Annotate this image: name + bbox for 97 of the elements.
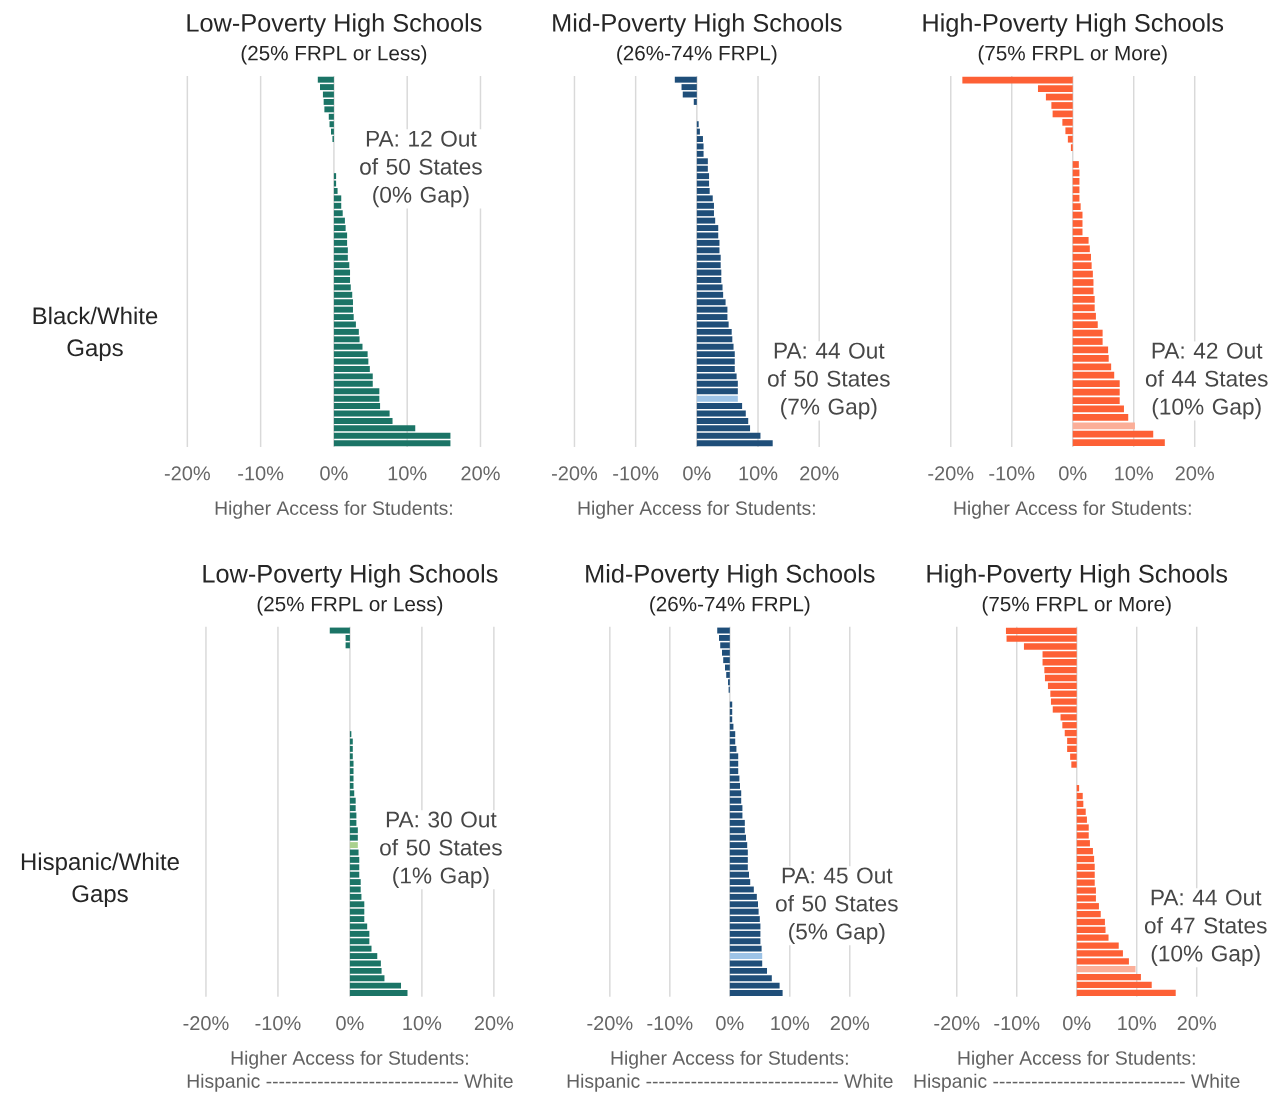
bar xyxy=(1044,674,1077,682)
bar xyxy=(1076,989,1176,996)
x-tick-label: 20% xyxy=(1177,1016,1216,1031)
chart-subtitle: (26%-74% FRPL) xyxy=(617,45,777,65)
annotation: PA: 12 Out of 50 States (0% Gap) xyxy=(360,130,482,208)
bar xyxy=(1062,722,1077,729)
x-axis-title: Higher Access for Students: xyxy=(215,500,452,519)
chart-title: High-Poverty High Schools xyxy=(923,13,1224,37)
chart-subtitle: (75% FRPL or More) xyxy=(978,45,1167,65)
bar xyxy=(1076,918,1105,926)
bar xyxy=(1072,279,1094,286)
x-axis-title: Higher Access for Students: xyxy=(958,1050,1195,1069)
bar xyxy=(1076,973,1141,981)
bar xyxy=(349,834,358,841)
bar xyxy=(1076,926,1106,933)
y-axis-title: Black/White Gaps xyxy=(33,306,158,361)
x-tick-label: 0% xyxy=(336,1016,364,1031)
bar xyxy=(693,98,697,105)
text: Hispanic ------------------------------ White xyxy=(914,1073,1240,1092)
chart-title: Mid-Poverty High Schools xyxy=(553,13,842,37)
x-tick-label: 10% xyxy=(739,466,778,481)
bar xyxy=(1076,855,1095,863)
x-tick-label: -10% xyxy=(255,1016,301,1031)
x-tick-label: 10% xyxy=(1118,1016,1156,1031)
x-tick-label: 0% xyxy=(320,466,348,481)
bar xyxy=(1072,397,1120,404)
bar xyxy=(1076,981,1152,989)
x-tick-label: -10% xyxy=(238,466,284,481)
x-tick-label: -20% xyxy=(928,466,974,481)
annotation: PA: 42 Out of 44 States (10% Gap) xyxy=(1145,342,1268,420)
x-tick-label: 10% xyxy=(1115,466,1153,481)
annotation: PA: 45 Out of 50 States (5% Gap) xyxy=(776,867,898,944)
x-tick-label: 0% xyxy=(1059,466,1087,481)
text: Hispanic ------------------------------ White xyxy=(567,1073,893,1092)
chart-title: Low-Poverty High Schools xyxy=(203,564,498,588)
bar xyxy=(1045,93,1073,101)
bar xyxy=(1044,666,1077,674)
x-tick-label: -20% xyxy=(587,1016,633,1031)
x-tick-label: 20% xyxy=(474,1016,514,1031)
bar xyxy=(1072,161,1079,168)
annotation: PA: 44 Out of 50 States (7% Gap) xyxy=(768,342,890,420)
chart-subtitle: (26%-74% FRPL) xyxy=(650,596,810,616)
x-tick-label: 20% xyxy=(830,1016,870,1031)
bar xyxy=(696,395,738,402)
bar xyxy=(1064,729,1077,737)
x-tick-label: -10% xyxy=(613,466,659,481)
x-tick-label: 20% xyxy=(800,466,839,481)
x-tick-label: -20% xyxy=(183,1016,229,1031)
chart-subtitle: (25% FRPL or Less) xyxy=(241,45,427,65)
bar xyxy=(1051,102,1073,109)
chart-title: Low-Poverty High Schools xyxy=(187,13,482,37)
y-axis-title: Hispanic/White Gaps xyxy=(21,852,179,907)
x-tick-label: 10% xyxy=(403,1016,442,1031)
bar xyxy=(333,173,337,180)
bar xyxy=(1076,863,1095,870)
bar xyxy=(1072,220,1083,227)
bar xyxy=(729,953,763,959)
x-tick-label: 10% xyxy=(771,1016,810,1031)
bar xyxy=(1072,338,1103,345)
bar xyxy=(1067,737,1077,745)
x-tick-label: -10% xyxy=(647,1016,693,1031)
bar xyxy=(729,960,763,967)
bar xyxy=(1047,682,1077,689)
bar xyxy=(1067,745,1077,752)
text: Hispanic ------------------------------ White xyxy=(187,1073,513,1092)
x-tick-label: 0% xyxy=(716,1016,744,1031)
x-tick-label: 0% xyxy=(1063,1016,1091,1031)
x-tick-label: 20% xyxy=(1175,466,1214,481)
annotation: PA: 30 Out of 50 States (1% Gap) xyxy=(380,811,502,888)
x-tick-label: -20% xyxy=(164,466,210,481)
annotation: PA: 44 Out of 47 States (10% Gap) xyxy=(1144,889,1267,966)
chart-subtitle: (75% FRPL or More) xyxy=(982,596,1171,616)
bar xyxy=(1076,792,1083,800)
x-tick-label: 20% xyxy=(461,466,500,481)
bar xyxy=(696,403,743,409)
bar xyxy=(1076,965,1136,973)
x-tick-label: 0% xyxy=(683,466,711,481)
x-tick-label: -10% xyxy=(994,1016,1040,1031)
x-tick-label: -20% xyxy=(552,466,598,481)
bar xyxy=(1076,808,1086,815)
bar xyxy=(729,945,762,952)
x-tick-label: -10% xyxy=(989,466,1035,481)
bar xyxy=(1076,847,1093,855)
bar xyxy=(349,842,358,848)
bar xyxy=(349,775,354,782)
x-axis-title: Higher Access for Students: xyxy=(231,1050,468,1069)
x-axis-title: Higher Access for Students: xyxy=(578,500,815,519)
x-tick-label: -20% xyxy=(934,1016,980,1031)
x-tick-label: 10% xyxy=(388,466,427,481)
bar xyxy=(1072,422,1135,430)
bar xyxy=(1076,910,1101,918)
chart-title: High-Poverty High Schools xyxy=(927,564,1228,588)
x-axis-title: Higher Access for Students: xyxy=(954,500,1191,519)
x-axis-title: Higher Access for Students: xyxy=(611,1050,848,1069)
bar xyxy=(1072,413,1129,421)
chart-subtitle: (25% FRPL or Less) xyxy=(257,596,443,616)
chart-title: Mid-Poverty High Schools xyxy=(586,564,875,588)
